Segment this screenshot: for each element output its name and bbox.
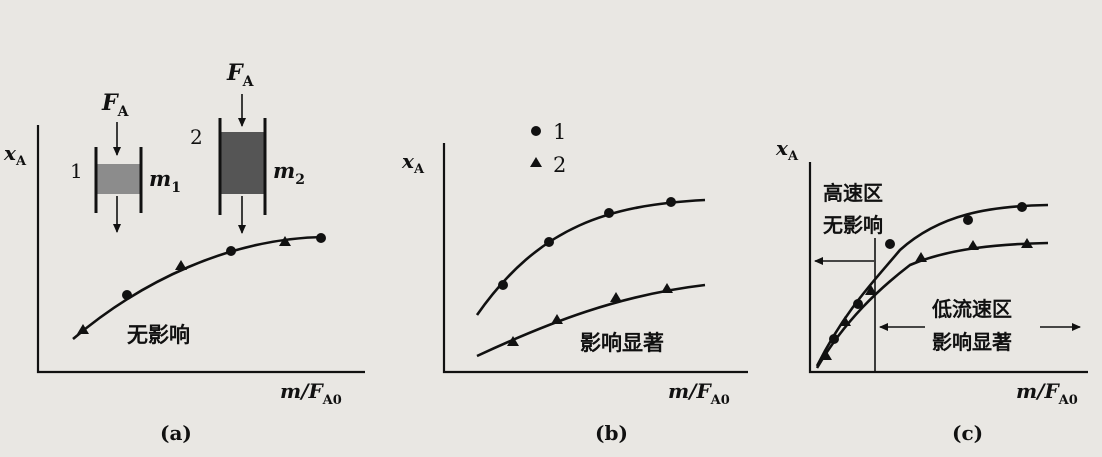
panel-c-triangle-point	[839, 316, 851, 326]
reactor-1: 1 FA m1	[70, 90, 181, 233]
panel-c-circle-point	[963, 215, 973, 225]
legend-circle-marker	[531, 126, 541, 136]
panel-b-triangle-point	[551, 314, 563, 324]
panel-c-curve-2	[815, 241, 1049, 369]
panel-a-triangle-point	[77, 324, 89, 334]
panel-a: xA m/FA0 1 FA m1 2 FA m2	[3, 60, 365, 445]
panel-b-circle-point	[544, 237, 554, 247]
panel-a-caption: (a)	[160, 421, 192, 445]
panel-c-circle-point	[853, 299, 863, 309]
panel-b: xA m/FA0 1 2 影响显著 (b)	[401, 120, 748, 445]
panel-b-note: 影响显著	[580, 331, 664, 355]
legend-label-2: 2	[553, 153, 566, 177]
panel-b-curve-1	[475, 198, 706, 316]
panel-c-triangle-point	[820, 350, 832, 360]
reactor-1-number: 1	[70, 159, 83, 183]
panel-c-triangle-point	[915, 252, 927, 262]
panel-a-y-label: xA	[3, 141, 27, 169]
panel-c-y-label: xA	[775, 136, 799, 164]
panel-a-note: 无影响	[127, 323, 190, 347]
panel-c-x-label: m/FA0	[1016, 379, 1078, 408]
panel-c: xA m/FA0 高速区 无影响 低流速区 影响显著 (c)	[775, 136, 1088, 445]
reactor-2-number: 2	[190, 125, 203, 149]
reactor-1-mass-label: m1	[149, 166, 181, 196]
panel-b-circle-point	[498, 280, 508, 290]
panel-a-x-label: m/FA0	[280, 379, 342, 408]
panel-a-curve	[72, 235, 326, 340]
panel-a-axes	[36, 125, 365, 374]
panel-a-circle-point	[316, 233, 326, 243]
panel-a-circle-point	[226, 246, 236, 256]
reactor-2-feed-label: FA	[226, 60, 255, 90]
panel-c-circle-point	[1017, 202, 1027, 212]
panel-c-circle-point	[885, 239, 895, 249]
region-high-label-line1: 高速区	[823, 181, 883, 205]
reactor-2-catalyst-bed	[220, 132, 265, 194]
panel-c-triangle-point	[967, 240, 979, 250]
panel-b-legend: 1 2	[530, 120, 566, 177]
region-low-label-line1: 低流速区	[931, 297, 1012, 321]
reactor-2: 2 FA m2	[190, 60, 305, 234]
legend-triangle-marker	[530, 157, 542, 167]
panel-b-caption: (b)	[595, 421, 628, 445]
reactor-1-catalyst-bed	[96, 164, 141, 194]
panel-b-x-label: m/FA0	[668, 379, 730, 408]
panel-b-y-label: xA	[401, 149, 425, 177]
panel-c-axes	[808, 162, 1088, 374]
panel-b-curve-2	[476, 283, 706, 358]
panel-c-triangle-point	[865, 285, 877, 295]
region-high-label-line2: 无影响	[823, 213, 883, 237]
panel-a-circle-point	[122, 290, 132, 300]
panel-a-triangle-point	[175, 260, 187, 270]
legend-label-1: 1	[553, 120, 566, 144]
region-low-label-line2: 影响显著	[932, 330, 1012, 354]
panel-b-triangle-point	[661, 283, 673, 293]
panel-b-circle-point	[666, 197, 676, 207]
panel-b-triangle-point	[507, 336, 519, 346]
panel-b-axes	[442, 143, 748, 374]
panel-b-circle-point	[604, 208, 614, 218]
reactor-1-feed-label: FA	[101, 90, 130, 120]
reactor-2-mass-label: m2	[273, 158, 305, 188]
panel-c-triangle-point	[1021, 238, 1033, 248]
panel-b-triangle-point	[610, 292, 622, 302]
panel-a-triangle-point	[279, 236, 291, 246]
panel-c-caption: (c)	[952, 421, 983, 445]
